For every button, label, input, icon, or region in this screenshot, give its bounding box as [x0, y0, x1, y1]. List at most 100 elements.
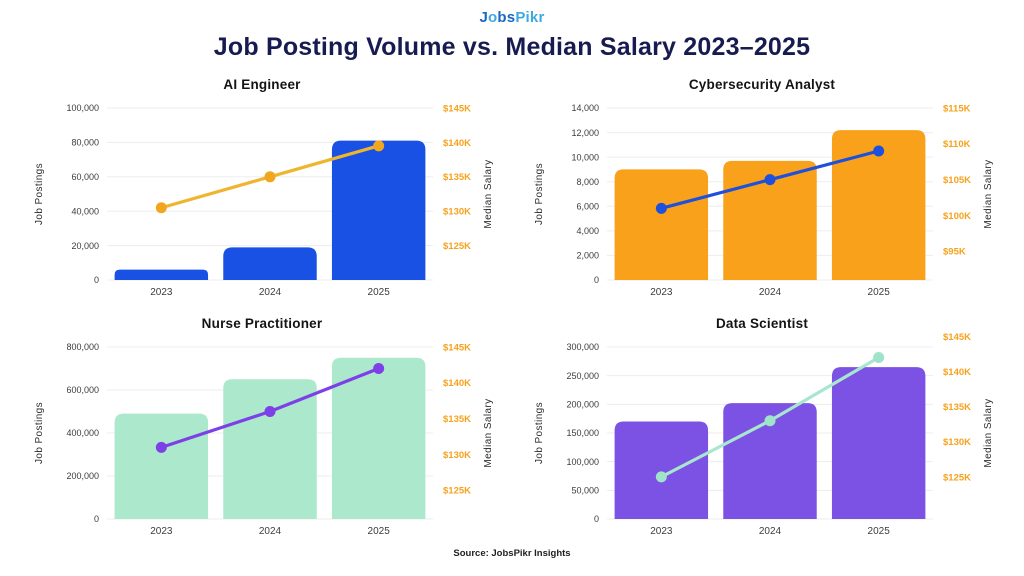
left-tick-label: 8,000	[576, 177, 599, 187]
salary-marker	[764, 174, 776, 186]
right-axis-label: Median Salary	[983, 159, 994, 228]
salary-marker	[655, 202, 667, 214]
chart-card-cybersecurity-analyst: Cybersecurity Analyst 0 2,000 4,000 6,000 8,…	[512, 71, 1012, 306]
right-axis-label: Median Salary	[483, 398, 494, 467]
bar	[223, 247, 317, 280]
right-tick-label: $125K	[943, 472, 971, 483]
left-tick-label: 50,000	[571, 486, 599, 496]
left-tick-label: 200,000	[66, 471, 99, 481]
nurse-practitioner-chart: 0 200,000 400,000 600,000 800,000 $125K $130K $…	[34, 342, 494, 537]
bar	[331, 357, 426, 519]
category-label: 2024	[759, 526, 782, 537]
right-tick-label: $145K	[943, 333, 971, 343]
right-tick-label: $125K	[443, 241, 471, 252]
right-tick-label: $140K	[943, 367, 971, 378]
right-tick-label: $135K	[443, 414, 471, 425]
category-label: 2025	[868, 526, 891, 537]
category-label: 2025	[868, 287, 891, 298]
right-tick-label: $145K	[443, 342, 471, 353]
bar	[831, 130, 926, 280]
left-tick-label: 14,000	[571, 103, 599, 113]
right-axis-label: Median Salary	[483, 159, 494, 228]
left-tick-label: 60,000	[71, 172, 99, 182]
chart-title-ai-engineer: AI Engineer	[223, 77, 301, 92]
category-label: 2024	[759, 287, 782, 298]
charts-grid: AI Engineer 0 20,000 40,000 60,000 80,000 100…	[12, 71, 1012, 545]
left-tick-label: 800,000	[66, 342, 99, 352]
logo-text-o: o	[488, 9, 498, 26]
right-tick-label: $140K	[443, 138, 471, 149]
left-tick-label: 80,000	[71, 138, 99, 148]
salary-marker	[373, 140, 385, 152]
salary-marker	[155, 202, 167, 214]
left-tick-label: 200,000	[566, 400, 599, 410]
left-tick-label: 40,000	[71, 206, 99, 216]
category-label: 2025	[368, 287, 391, 298]
category-label: 2023	[650, 287, 673, 298]
left-tick-label: 2,000	[576, 251, 599, 261]
chart-card-ai-engineer: AI Engineer 0 20,000 40,000 60,000 80,000 100…	[12, 71, 512, 306]
left-tick-label: 4,000	[576, 226, 599, 236]
left-tick-label: 0	[94, 275, 99, 285]
right-tick-label: $140K	[443, 378, 471, 389]
right-tick-label: $130K	[443, 207, 471, 218]
chart-card-nurse-practitioner: Nurse Practitioner 0 200,000 400,000 600,00…	[12, 310, 512, 545]
page-title: Job Posting Volume vs. Median Salary 202…	[213, 33, 811, 61]
left-tick-label: 0	[594, 275, 599, 285]
right-tick-label: $95K	[943, 247, 966, 258]
bar	[331, 140, 426, 280]
right-tick-label: $145K	[443, 103, 471, 114]
left-tick-label: 6,000	[576, 201, 599, 211]
logo-text-j: J	[479, 9, 489, 26]
left-tick-label: 300,000	[566, 342, 599, 352]
salary-marker	[155, 441, 167, 453]
bar	[223, 379, 317, 519]
chart-card-data-scientist: Data Scientist 0 50,000 100,000 150,000 200,…	[512, 310, 1012, 545]
left-tick-label: 12,000	[571, 128, 599, 138]
category-label: 2025	[368, 526, 391, 537]
left-axis-label: Job Postings	[34, 163, 45, 225]
chart-title-data-scientist: Data Scientist	[715, 316, 809, 331]
chart-title-nurse-practitioner: Nurse Practitioner	[201, 316, 323, 331]
right-tick-label: $135K	[943, 402, 971, 413]
cybersecurity-analyst-chart: 0 2,000 4,000 6,000 8,000 10,000 12,000 14,000 $…	[534, 103, 994, 298]
left-axis-label: Job Postings	[34, 402, 45, 464]
left-tick-label: 0	[94, 514, 99, 524]
category-label: 2024	[259, 526, 282, 537]
category-label: 2023	[150, 526, 173, 537]
category-label: 2024	[259, 287, 282, 298]
category-label: 2023	[150, 287, 173, 298]
right-tick-label: $135K	[443, 172, 471, 183]
left-tick-label: 100,000	[566, 457, 599, 467]
jobspikr-logo: JobsPikr	[0, 0, 1024, 26]
right-tick-label: $115K	[943, 103, 971, 114]
left-axis-label: Job Postings	[534, 402, 545, 464]
left-tick-label: 600,000	[66, 385, 99, 395]
bar	[114, 413, 209, 519]
right-tick-label: $130K	[443, 450, 471, 461]
chart-title-cybersecurity-analyst: Cybersecurity Analyst	[688, 77, 836, 92]
left-axis-label: Job Postings	[534, 163, 545, 225]
right-axis-label: Median Salary	[983, 398, 994, 467]
salary-marker	[764, 415, 776, 427]
right-tick-label: $125K	[443, 486, 471, 497]
bar	[831, 367, 926, 519]
right-tick-label: $130K	[943, 437, 971, 448]
data-scientist-chart: 0 50,000 100,000 150,000 200,000 250,000 300,0…	[534, 333, 994, 537]
right-tick-label: $100K	[943, 211, 971, 222]
bar	[723, 160, 817, 280]
logo-text-bs: bs	[497, 9, 516, 26]
salary-marker	[264, 171, 276, 183]
category-label: 2023	[650, 526, 673, 537]
salary-marker	[873, 145, 885, 157]
source-note: Source: JobsPikr Insights	[453, 548, 571, 559]
bar	[614, 169, 709, 280]
left-tick-label: 10,000	[571, 152, 599, 162]
left-tick-label: 0	[594, 514, 599, 524]
salary-marker	[373, 363, 385, 374]
salary-marker	[655, 471, 667, 483]
left-tick-label: 150,000	[566, 428, 599, 438]
salary-marker	[264, 406, 276, 417]
left-tick-label: 20,000	[71, 241, 99, 251]
